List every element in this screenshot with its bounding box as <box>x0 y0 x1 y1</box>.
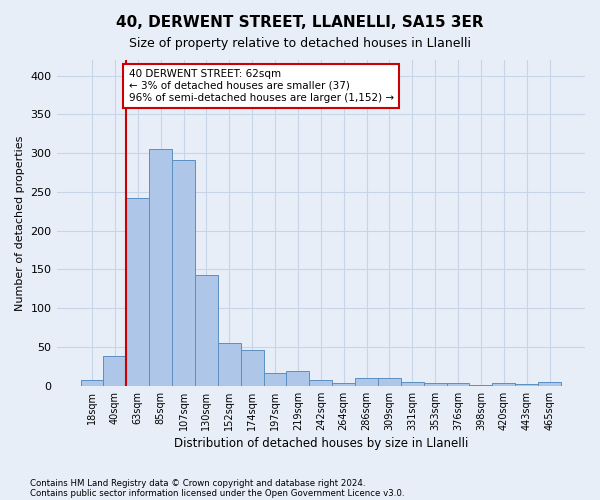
Bar <box>355 378 378 386</box>
Bar <box>172 160 195 386</box>
Bar <box>493 384 515 386</box>
X-axis label: Distribution of detached houses by size in Llanelli: Distribution of detached houses by size … <box>173 437 468 450</box>
Bar <box>332 384 355 386</box>
Bar <box>263 372 286 386</box>
Bar <box>446 384 469 386</box>
Bar <box>286 371 310 386</box>
Y-axis label: Number of detached properties: Number of detached properties <box>15 135 25 310</box>
Bar <box>149 149 172 386</box>
Text: Contains HM Land Registry data © Crown copyright and database right 2024.: Contains HM Land Registry data © Crown c… <box>30 478 365 488</box>
Bar <box>424 384 446 386</box>
Text: 40, DERWENT STREET, LLANELLI, SA15 3ER: 40, DERWENT STREET, LLANELLI, SA15 3ER <box>116 15 484 30</box>
Bar <box>469 385 493 386</box>
Bar <box>538 382 561 386</box>
Bar <box>378 378 401 386</box>
Bar <box>80 380 103 386</box>
Bar <box>218 343 241 386</box>
Text: Contains public sector information licensed under the Open Government Licence v3: Contains public sector information licen… <box>30 488 404 498</box>
Bar <box>195 275 218 386</box>
Bar <box>515 384 538 386</box>
Bar <box>310 380 332 386</box>
Bar <box>103 356 127 386</box>
Bar <box>241 350 263 386</box>
Text: Size of property relative to detached houses in Llanelli: Size of property relative to detached ho… <box>129 38 471 51</box>
Bar <box>401 382 424 386</box>
Text: 40 DERWENT STREET: 62sqm
← 3% of detached houses are smaller (37)
96% of semi-de: 40 DERWENT STREET: 62sqm ← 3% of detache… <box>128 70 394 102</box>
Bar <box>127 198 149 386</box>
